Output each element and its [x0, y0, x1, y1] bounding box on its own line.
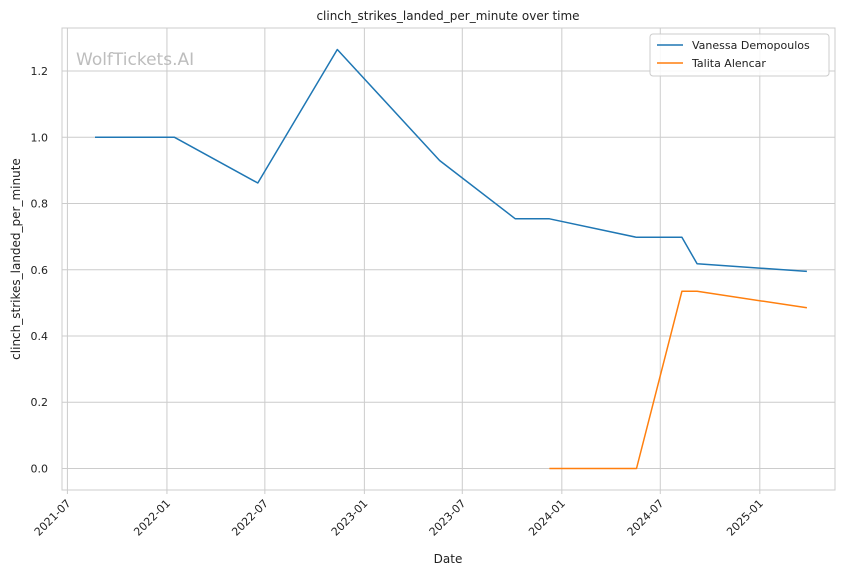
x-axis-title: Date — [434, 552, 463, 566]
data-point — [174, 136, 176, 138]
data-point — [635, 467, 637, 469]
data-point — [257, 182, 259, 184]
x-axis-ticks: 2021-07 2022-01 2022-07 2023-01 2023-07 2024-… — [32, 490, 766, 539]
x-tick-label: 2023-07 — [427, 497, 469, 539]
grid-lines — [62, 28, 835, 490]
series-line-2 — [549, 290, 808, 470]
plot-frame — [61, 27, 836, 491]
x-tick-label: 2024-01 — [526, 497, 568, 539]
data-point — [806, 307, 808, 309]
data-point — [681, 236, 683, 238]
chart-title: clinch_strikes_landed_per_minute over ti… — [316, 9, 579, 23]
y-tick-label: 0.4 — [31, 330, 49, 343]
x-tick-label: 2024-07 — [625, 497, 667, 539]
x-tick-label: 2025-01 — [724, 497, 766, 539]
series-layer — [94, 48, 808, 470]
data-point — [635, 236, 637, 238]
y-tick-label: 1.2 — [31, 65, 49, 78]
watermark-text: WolfTickets.AI — [76, 50, 194, 70]
x-tick-label: 2023-01 — [329, 497, 371, 539]
data-point — [514, 218, 516, 220]
y-tick-label: 1.0 — [31, 131, 49, 144]
legend-label-1: Vanessa Demopoulos — [692, 39, 810, 52]
data-point — [696, 263, 698, 265]
data-point — [681, 290, 683, 292]
series-line-1 — [95, 48, 807, 273]
data-point — [806, 270, 808, 272]
y-tick-label: 0.8 — [31, 198, 49, 211]
legend-label-2: Talita Alencar — [691, 57, 766, 70]
y-axis-title: clinch_strikes_landed_per_minute — [9, 158, 23, 360]
data-point — [548, 218, 550, 220]
legend-box — [649, 33, 830, 77]
x-tick-label: 2022-07 — [229, 497, 271, 539]
data-point — [439, 159, 441, 161]
y-tick-label: 0.2 — [31, 396, 49, 409]
data-point — [94, 136, 96, 138]
data-point — [696, 290, 698, 292]
data-point — [548, 467, 550, 469]
x-tick-label: 2022-01 — [131, 497, 173, 539]
x-tick-label: 2021-07 — [32, 497, 74, 539]
data-point — [336, 49, 338, 51]
y-tick-label: 0.0 — [31, 462, 49, 475]
y-tick-label: 0.6 — [31, 264, 49, 277]
legend: Vanessa Demopoulos Talita Alencar — [649, 33, 830, 77]
y-axis-ticks: 0.0 0.2 0.4 0.6 0.8 1.0 1.2 — [31, 65, 49, 475]
